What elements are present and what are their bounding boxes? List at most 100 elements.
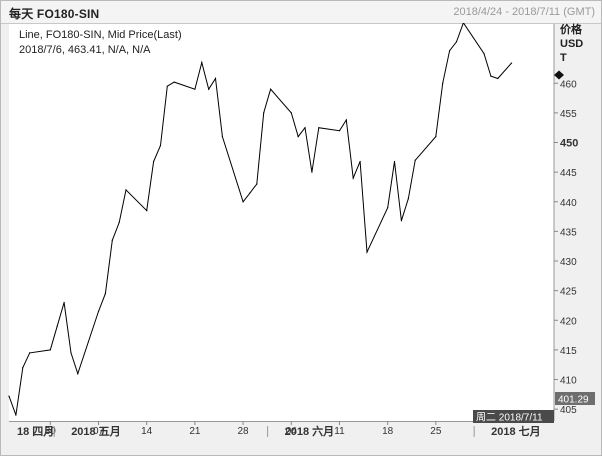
data-point xyxy=(455,41,458,43)
chart-title: 每天 FO180-SIN xyxy=(9,7,100,21)
data-point xyxy=(510,62,513,64)
data-point xyxy=(490,75,492,77)
y-tick-label: 440 xyxy=(560,198,577,209)
last-value-bg xyxy=(555,392,595,405)
x-month-label: 2018 六月 xyxy=(285,424,335,438)
last-value-tag: 401.29 xyxy=(555,392,595,406)
data-point xyxy=(359,160,361,163)
data-point xyxy=(146,210,148,212)
data-point xyxy=(15,414,17,416)
x-month-label: 2018 七月 xyxy=(491,424,541,438)
y-tick-label: 405 xyxy=(560,405,577,416)
y-unit-label: 价格 USD T xyxy=(560,23,583,64)
data-point xyxy=(449,50,451,52)
data-point xyxy=(400,220,403,222)
y-tick-label: 445 xyxy=(560,168,577,179)
last-value-text: 401.29 xyxy=(558,395,589,406)
data-point xyxy=(214,77,217,80)
x-tick-label: 28 xyxy=(238,426,250,437)
y-tick-label: 430 xyxy=(560,257,577,268)
data-point xyxy=(263,112,265,114)
data-point xyxy=(311,171,313,173)
crosshair-date-text: 周二 2018/7/11 xyxy=(476,412,543,424)
y-tick-label: 415 xyxy=(560,346,577,357)
y-tick-label: 455 xyxy=(560,109,577,120)
x-axis: 30 07 14 21 28 04 11 18 25 18 四月 2018 五月 2018 六月 201… xyxy=(17,421,541,438)
y-unit-ton: T xyxy=(560,52,567,64)
data-point xyxy=(125,189,127,191)
data-point xyxy=(173,81,175,83)
data-point xyxy=(387,207,389,209)
data-point xyxy=(159,144,162,147)
data-point xyxy=(435,135,437,138)
x-tick-label: 30 xyxy=(45,426,57,437)
data-point xyxy=(497,77,499,80)
y-tick-label: 450 xyxy=(560,138,578,150)
plot-area[interactable] xyxy=(9,24,554,421)
x-tick-label: 14 xyxy=(141,426,153,437)
data-point xyxy=(111,239,113,241)
data-point xyxy=(70,352,72,354)
y-tick-label: 435 xyxy=(560,227,577,238)
price-chart[interactable]: Line, FO180-SIN, Mid Price(Last) 2018/7/… xyxy=(1,23,601,455)
data-point xyxy=(442,82,444,84)
data-point xyxy=(77,372,79,375)
x-tick-label: 07 xyxy=(93,426,105,437)
data-point xyxy=(8,395,10,397)
y-tick-label: 460 xyxy=(560,79,577,90)
data-point xyxy=(345,119,347,121)
data-point xyxy=(407,198,409,200)
x-tick-label: 18 xyxy=(382,426,394,437)
data-point xyxy=(29,352,31,354)
data-point xyxy=(304,127,306,129)
data-point xyxy=(256,183,258,185)
data-point xyxy=(22,367,24,369)
y-tick-label: 425 xyxy=(560,287,577,298)
data-point xyxy=(366,251,368,253)
data-point xyxy=(201,61,203,64)
data-point xyxy=(338,130,341,132)
x-month-label: 18 四月 xyxy=(17,425,54,438)
data-point xyxy=(352,177,354,179)
x-tick-label: 21 xyxy=(189,426,201,437)
y-tick-label: 420 xyxy=(560,316,577,327)
data-point xyxy=(297,135,299,138)
data-point xyxy=(483,53,485,55)
y-unit-currency: USD xyxy=(560,38,583,50)
chart-header: 每天 FO180-SIN 2018/4/24 - 2018/7/11 (GMT) xyxy=(1,1,601,24)
data-point xyxy=(414,159,416,161)
date-range: 2018/4/24 - 2018/7/11 (GMT) xyxy=(453,6,595,18)
x-tick-label: 25 xyxy=(430,426,442,437)
data-point xyxy=(393,160,396,163)
data-point xyxy=(208,88,210,90)
legend: Line, FO180-SIN, Mid Price(Last) 2018/7/… xyxy=(19,29,182,56)
series xyxy=(8,23,513,416)
x-month-label: 2018 五月 xyxy=(71,425,121,438)
data-point xyxy=(97,310,100,312)
y-unit-price: 价格 xyxy=(560,23,583,36)
legend-cursor-values: 2018/7/6, 463.41, N/A, N/A xyxy=(19,44,151,56)
data-point xyxy=(49,349,51,351)
data-point xyxy=(56,325,58,327)
data-point xyxy=(249,192,251,194)
x-tick-label: 04 xyxy=(286,426,298,437)
y-axis: 405 410 415 420 425 430 435 440 445 450 455 460 xyxy=(554,79,578,416)
data-point xyxy=(166,85,168,87)
data-point xyxy=(63,301,65,304)
crosshair-date-bg xyxy=(473,410,554,423)
data-point xyxy=(318,127,320,129)
data-point xyxy=(221,135,224,138)
data-point xyxy=(118,221,120,224)
data-point xyxy=(290,112,292,114)
data-point xyxy=(152,160,155,163)
data-point xyxy=(242,201,244,203)
data-point xyxy=(194,88,196,90)
current-price-marker xyxy=(554,70,564,80)
y-tick-label: 410 xyxy=(560,376,577,387)
x-tick-label: 11 xyxy=(334,426,345,437)
data-point xyxy=(104,293,106,295)
data-point xyxy=(270,88,272,90)
legend-series: Line, FO180-SIN, Mid Price(Last) xyxy=(19,29,182,41)
crosshair-date-tag: 周二 2018/7/11 xyxy=(473,410,554,424)
